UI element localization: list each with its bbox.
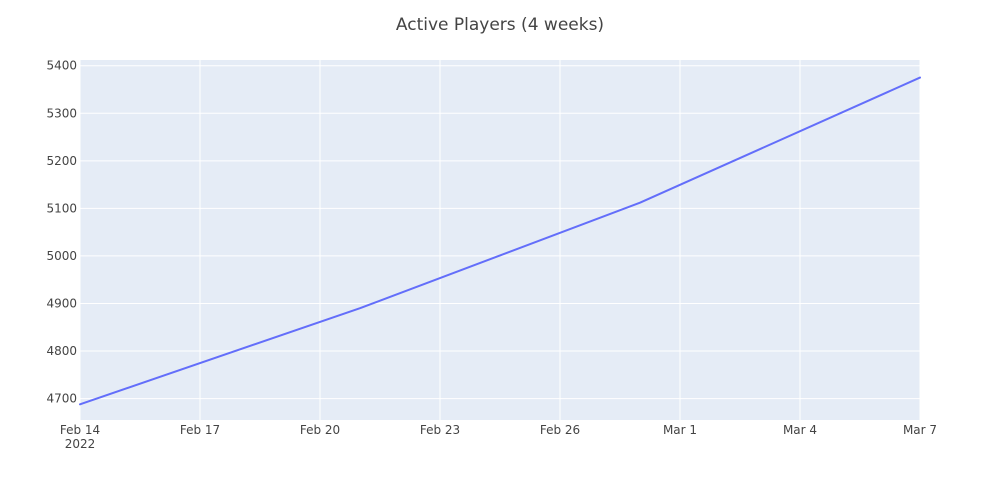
y-tick-label: 4700 [46,392,77,406]
y-tick-label: 4800 [46,344,77,358]
x-tick-label: Mar 7 [903,423,937,437]
x-tick-label: Feb 17 [180,423,220,437]
plot-area [80,60,920,420]
y-gridlines [80,65,920,400]
x-tick-label: Feb 26 [540,423,580,437]
x-tick-year-label: 2022 [65,437,96,451]
series-layer [79,76,921,406]
y-tick-label: 5100 [46,201,77,215]
y-tick-label: 5400 [46,59,77,73]
y-tick-label: 5300 [46,106,77,120]
x-tick-label: Feb 23 [420,423,460,437]
chart-title: Active Players (4 weeks) [396,15,604,35]
y-tick-label: 5200 [46,154,77,168]
x-tick-label: Mar 1 [663,423,697,437]
y-tick-labels: 4700 4800 4900 5000 5100 5200 5300 5400 [46,59,77,406]
y-tick-label: 5000 [46,249,77,263]
y-tick-label: 4900 [46,296,77,310]
x-tick-label: Feb 20 [300,423,340,437]
series-line-0 [79,76,921,406]
x-tick-label: Feb 14 [60,423,100,437]
x-tick-label: Mar 4 [783,423,817,437]
x-gridlines [79,60,921,420]
